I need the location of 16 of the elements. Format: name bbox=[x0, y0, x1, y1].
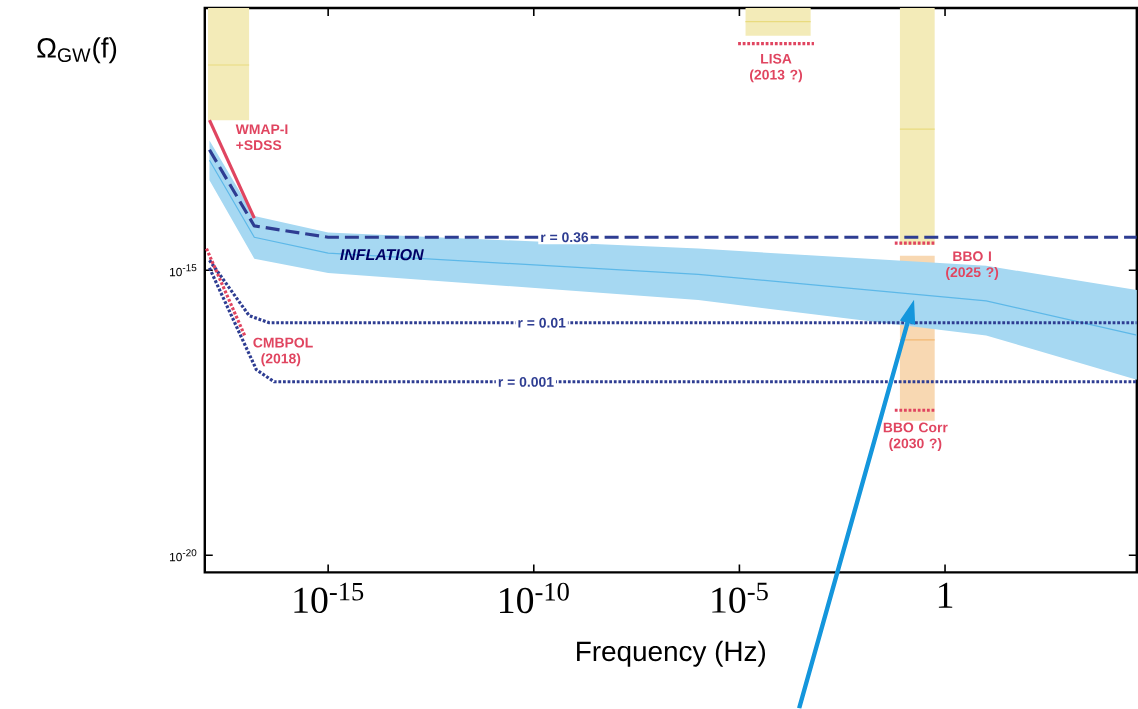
series-label: LISA (2013 ?) bbox=[750, 53, 803, 83]
series-label: r = 0.001 bbox=[498, 377, 554, 387]
series-label: BBO I (2025 ?) bbox=[946, 251, 999, 280]
series-label: r = 0.01 bbox=[518, 317, 566, 328]
y-tick-label: 10$^{-20}$ bbox=[169, 549, 197, 562]
annotation: INFLATION bbox=[340, 249, 424, 261]
x-tick-label: 10$^{-5}$ bbox=[712, 582, 768, 614]
x-tick-label: 1 bbox=[938, 582, 953, 608]
x-axis-title: Frequency (Hz) bbox=[577, 640, 766, 667]
x-tick-label: 10$^{-15}$ bbox=[294, 582, 364, 614]
y-axis-title: Ω$_{GW}$(f) bbox=[37, 37, 117, 64]
x-tick-label: 10$^{-10}$ bbox=[500, 582, 569, 614]
series-label: CMBPOL (2018) bbox=[253, 337, 313, 367]
series-label: BBO Corr (2030 ?) bbox=[883, 422, 948, 452]
series-label: WMAP-I +SDSS bbox=[235, 124, 288, 151]
series-label: r = 0.36 bbox=[541, 232, 589, 243]
